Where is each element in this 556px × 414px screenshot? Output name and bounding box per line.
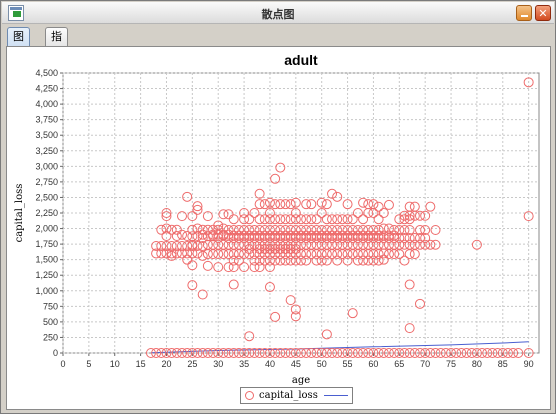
- y-tick-label: 2,750: [35, 177, 58, 187]
- y-axis-label: capital_loss: [14, 184, 25, 243]
- x-tick-label: 50: [317, 359, 327, 369]
- scatter-chart: 0 5 10 15 20 25 30 35 40 45 50 55 60 65 70 75 80 85 90 0 250…: [7, 47, 550, 409]
- y-tick-label: 250: [43, 332, 58, 342]
- y-tick-label: 3,750: [35, 115, 58, 125]
- y-tick-label: 0: [53, 348, 58, 358]
- x-tick-label: 35: [239, 359, 249, 369]
- y-tick-label: 3,250: [35, 146, 58, 156]
- y-tick-label: 3,000: [35, 161, 58, 171]
- tab-chart[interactable]: 图标: [7, 27, 30, 47]
- y-tick-label: 4,250: [35, 84, 58, 94]
- chart-legend: capital_loss: [240, 387, 353, 404]
- x-tick-label: 80: [472, 359, 482, 369]
- close-button[interactable]: ✕: [535, 5, 551, 21]
- x-axis-label: age: [292, 375, 310, 386]
- x-tick-label: 15: [136, 359, 146, 369]
- y-tick-label: 1,750: [35, 239, 58, 249]
- y-tick-label: 750: [43, 301, 58, 311]
- window-title: 散点图: [2, 6, 554, 22]
- x-tick-label: 0: [60, 359, 65, 369]
- chart-title: adult: [284, 52, 318, 68]
- y-tick-label: 4,500: [35, 68, 58, 78]
- y-tick-label: 1,250: [35, 270, 58, 280]
- y-tick-label: 4,000: [35, 99, 58, 109]
- x-tick-label: 20: [161, 359, 171, 369]
- minimize-icon: [521, 15, 528, 17]
- x-tick-label: 70: [420, 359, 430, 369]
- y-tick-label: 2,500: [35, 192, 58, 202]
- title-bar[interactable]: 散点图 ✕: [2, 2, 554, 24]
- x-tick-label: 90: [524, 359, 534, 369]
- x-tick-label: 45: [291, 359, 301, 369]
- y-tick-label: 500: [43, 317, 58, 327]
- y-tick-label: 3,500: [35, 130, 58, 140]
- x-tick-label: 5: [86, 359, 91, 369]
- x-tick-label: 40: [265, 359, 275, 369]
- x-tick-label: 55: [343, 359, 353, 369]
- y-tick-label: 1,500: [35, 255, 58, 265]
- close-icon: ✕: [538, 8, 547, 19]
- y-tick-label: 2,250: [35, 208, 58, 218]
- y-tick-label: 1,000: [35, 286, 58, 296]
- x-tick-label: 65: [394, 359, 404, 369]
- minimize-button[interactable]: [516, 5, 532, 21]
- x-tick-label: 85: [498, 359, 508, 369]
- x-tick-label: 75: [446, 359, 456, 369]
- legend-label-capital-loss: capital_loss: [259, 390, 318, 401]
- y-tick-label: 2,000: [35, 224, 58, 234]
- legend-line-marker: [324, 395, 348, 396]
- x-tick-label: 30: [213, 359, 223, 369]
- x-tick-label: 10: [110, 359, 120, 369]
- x-tick-label: 25: [187, 359, 197, 369]
- chart-panel: 0 5 10 15 20 25 30 35 40 45 50 55 60 65 70 75 80 85 90 0 250…: [6, 46, 551, 410]
- x-tick-label: 60: [368, 359, 378, 369]
- tab-metrics[interactable]: 指标: [45, 27, 68, 46]
- legend-marker-capital-loss: [245, 391, 254, 400]
